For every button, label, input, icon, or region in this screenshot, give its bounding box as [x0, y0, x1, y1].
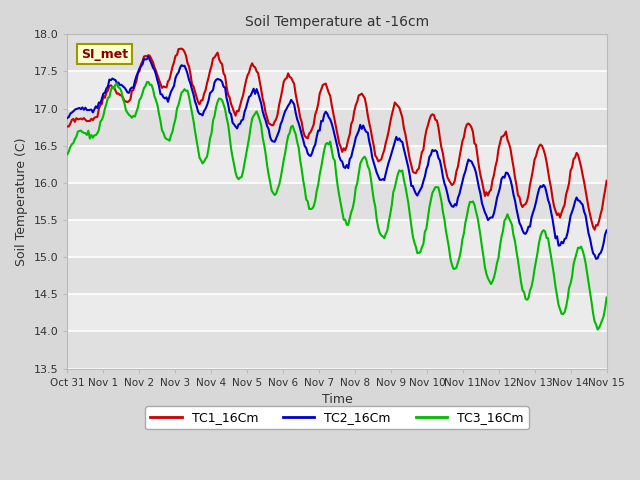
Bar: [67, 183, 607, 220]
Bar: [67, 331, 607, 369]
Text: SI_met: SI_met: [81, 48, 128, 61]
Bar: [67, 220, 607, 257]
Bar: [67, 35, 607, 72]
Bar: [67, 72, 607, 108]
Bar: [67, 294, 607, 331]
Bar: [67, 257, 607, 294]
Legend: TC1_16Cm, TC2_16Cm, TC3_16Cm: TC1_16Cm, TC2_16Cm, TC3_16Cm: [145, 406, 529, 429]
Title: Soil Temperature at -16cm: Soil Temperature at -16cm: [245, 15, 429, 29]
Y-axis label: Soil Temperature (C): Soil Temperature (C): [15, 137, 28, 266]
X-axis label: Time: Time: [322, 393, 353, 406]
Bar: [67, 108, 607, 146]
Bar: [67, 146, 607, 183]
